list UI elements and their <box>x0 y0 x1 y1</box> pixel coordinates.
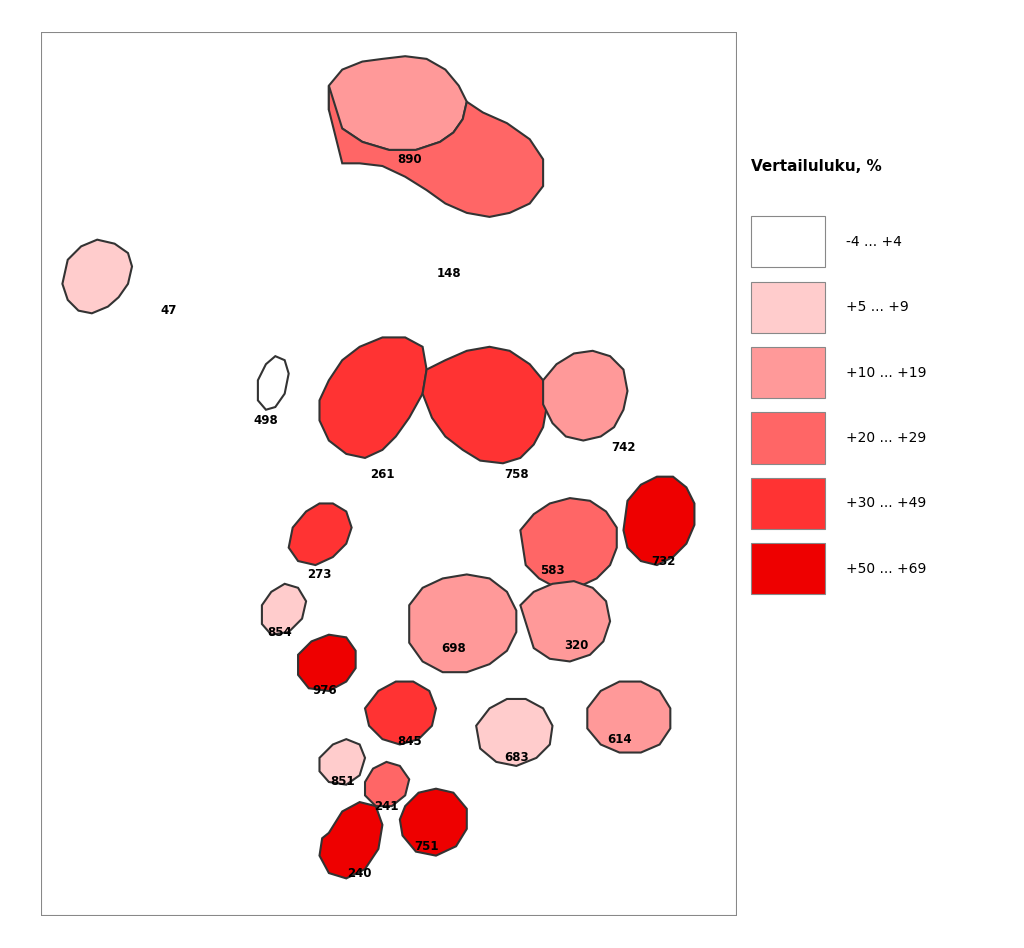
Text: 698: 698 <box>441 642 466 654</box>
Text: 758: 758 <box>504 467 528 481</box>
Polygon shape <box>329 56 467 150</box>
Polygon shape <box>319 802 382 879</box>
Polygon shape <box>319 337 427 458</box>
Polygon shape <box>262 584 306 635</box>
FancyBboxPatch shape <box>751 216 825 267</box>
Polygon shape <box>329 85 543 217</box>
Polygon shape <box>62 240 132 313</box>
Polygon shape <box>319 739 365 785</box>
Text: 976: 976 <box>312 684 337 698</box>
Text: 614: 614 <box>607 733 632 746</box>
Text: 683: 683 <box>504 752 528 764</box>
Text: Vertailuluku, %: Vertailuluku, % <box>751 159 882 174</box>
Text: 261: 261 <box>370 467 394 481</box>
Text: 751: 751 <box>415 840 439 853</box>
Polygon shape <box>365 762 410 806</box>
FancyBboxPatch shape <box>751 543 825 594</box>
FancyBboxPatch shape <box>751 282 825 333</box>
Polygon shape <box>410 574 516 672</box>
Text: 854: 854 <box>267 626 292 639</box>
Text: +50 ... +69: +50 ... +69 <box>847 562 927 575</box>
Polygon shape <box>520 581 610 662</box>
FancyBboxPatch shape <box>751 412 825 464</box>
Text: +5 ... +9: +5 ... +9 <box>847 301 909 314</box>
Text: 148: 148 <box>437 266 462 280</box>
Polygon shape <box>258 356 289 410</box>
Text: -4 ... +4: -4 ... +4 <box>847 235 902 248</box>
Polygon shape <box>520 498 616 588</box>
Text: 890: 890 <box>397 153 422 166</box>
Text: 498: 498 <box>254 414 279 427</box>
Text: +20 ... +29: +20 ... +29 <box>847 431 927 445</box>
Text: 273: 273 <box>307 568 332 581</box>
FancyBboxPatch shape <box>751 478 825 529</box>
Text: 851: 851 <box>330 775 354 789</box>
Text: 240: 240 <box>347 866 372 880</box>
Text: 241: 241 <box>374 799 398 812</box>
Text: 732: 732 <box>651 555 676 568</box>
Polygon shape <box>588 682 671 753</box>
Polygon shape <box>298 635 355 691</box>
FancyBboxPatch shape <box>751 347 825 398</box>
Polygon shape <box>423 347 547 464</box>
Text: +30 ... +49: +30 ... +49 <box>847 497 927 510</box>
Text: 742: 742 <box>611 441 636 454</box>
Polygon shape <box>543 351 628 441</box>
Polygon shape <box>399 789 467 856</box>
Text: 845: 845 <box>397 736 422 748</box>
Text: 47: 47 <box>160 304 176 318</box>
Polygon shape <box>624 477 694 565</box>
Polygon shape <box>289 503 351 565</box>
Text: 583: 583 <box>541 564 565 577</box>
Text: +10 ... +19: +10 ... +19 <box>847 366 927 379</box>
Polygon shape <box>365 682 436 744</box>
Text: 320: 320 <box>564 639 589 652</box>
Polygon shape <box>476 699 553 766</box>
